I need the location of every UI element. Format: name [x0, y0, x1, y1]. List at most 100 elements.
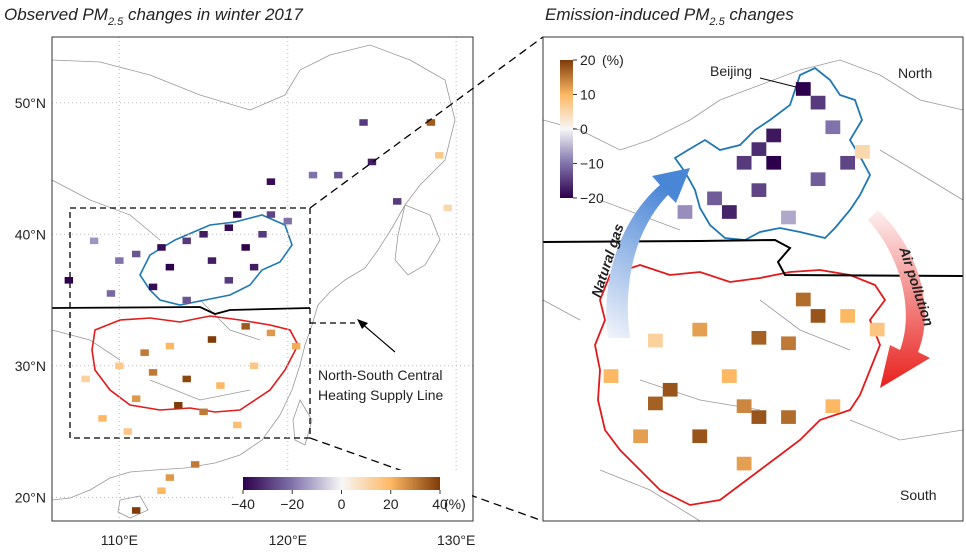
y-tick-label: 20°N [15, 489, 46, 505]
grid-cell [810, 309, 826, 323]
grid-cell [199, 230, 208, 238]
title-text: Emission-induced PM [545, 5, 710, 24]
title-text: changes in winter 2017 [123, 5, 303, 24]
grid-cell [224, 224, 234, 231]
grid-cell [766, 128, 782, 143]
city-label: Beijing [710, 63, 752, 79]
grid-cell [751, 410, 767, 424]
x-tick-label: 130°E [437, 532, 475, 548]
annotation: Heating Supply Line [318, 387, 444, 403]
grid-cell [89, 237, 99, 245]
grid-cell [224, 277, 234, 284]
grid-cell [855, 145, 870, 159]
border [51, 44, 456, 206]
y-tick-label: 40°N [15, 226, 46, 242]
grid-cell [233, 421, 242, 429]
grid-cell [308, 171, 318, 179]
colorbar-tick-label: −40 [231, 496, 255, 512]
grid-cell [810, 95, 826, 110]
grid-cell [435, 152, 444, 159]
taiwan [292, 399, 313, 446]
grid-cell [840, 155, 856, 170]
grid-cell [64, 277, 74, 284]
grid-cell [781, 210, 796, 225]
grid-cell [81, 375, 90, 383]
cells [603, 82, 885, 471]
province-lines [542, 59, 964, 522]
grid-cell [131, 395, 141, 402]
grid-cell [692, 429, 708, 444]
grid-cell [825, 120, 841, 135]
grid-cell [648, 333, 663, 348]
grid-cell [633, 429, 648, 444]
colorbar-tick-label: −10 [580, 156, 604, 172]
colorbar-unit: (%) [444, 496, 466, 512]
colorbar-unit: (%) [602, 52, 624, 68]
zoom-connector [309, 36, 544, 522]
arrow-head [357, 319, 368, 329]
left-frame [51, 36, 474, 522]
grid-cell [115, 257, 124, 264]
grid-cell [677, 205, 693, 219]
title-subscript: 2.5 [107, 16, 124, 28]
grid-cell [283, 217, 292, 225]
coastline [51, 204, 406, 501]
region-label: South [900, 487, 937, 503]
colorbar-tick-label: 40 [432, 496, 448, 512]
grid-cell [721, 205, 737, 219]
grid-cell [165, 263, 175, 271]
grid-cell [140, 349, 149, 356]
grid-cell [751, 183, 767, 197]
right-geography [542, 59, 964, 522]
grid-cell [266, 211, 276, 218]
grid-cell [662, 382, 678, 397]
grid-cell [736, 155, 752, 170]
region-label: North [898, 65, 932, 81]
grid-cell [751, 330, 767, 345]
grid-cell [766, 155, 782, 170]
grid-cell [174, 401, 183, 409]
grid-cell [266, 329, 276, 337]
grid-cell [736, 456, 752, 471]
grid-cell [869, 322, 885, 337]
colorbar-tick-label: 0 [580, 121, 588, 137]
grid-cell [840, 309, 856, 323]
grid-cell [426, 119, 436, 126]
grid-cell [131, 507, 141, 514]
y-tick-label: 30°N [15, 358, 46, 374]
grid-cell [334, 171, 343, 179]
title-text: changes [725, 5, 794, 24]
grid-cell [810, 172, 826, 187]
heating-line [51, 306, 311, 315]
grid-cell [795, 292, 811, 307]
grid-cell [393, 198, 402, 205]
annotation-arrow [359, 321, 396, 353]
colorbar-tick-label: 20 [580, 52, 596, 68]
grid-cell [165, 342, 175, 350]
colorbar [243, 477, 440, 490]
grid-cell [367, 158, 377, 166]
grid-cell [721, 369, 737, 383]
grid-cell [148, 369, 158, 376]
korea [394, 204, 441, 276]
grid-cell [182, 237, 191, 245]
right-title: Emission-induced PM2.5 changes [545, 5, 794, 28]
grid-cell [781, 336, 796, 351]
colorbar [560, 60, 573, 198]
grid-cell [249, 263, 259, 271]
grid-cell [692, 322, 708, 337]
grid-cell [781, 410, 796, 424]
grid-cell [249, 362, 259, 370]
grid-cell [190, 461, 200, 468]
x-tick-label: 120°E [269, 532, 307, 548]
annotation: North-South Central [318, 367, 443, 383]
grid-cell [157, 487, 166, 495]
beijing-leader [759, 77, 801, 89]
grid-cell [131, 250, 141, 258]
y-tick-label: 50°N [15, 95, 46, 111]
grid-cell [736, 399, 752, 413]
grid-cell [825, 399, 841, 413]
colorbar-tick-label: −20 [580, 190, 604, 206]
colorbar-tick-label: 10 [580, 87, 596, 103]
